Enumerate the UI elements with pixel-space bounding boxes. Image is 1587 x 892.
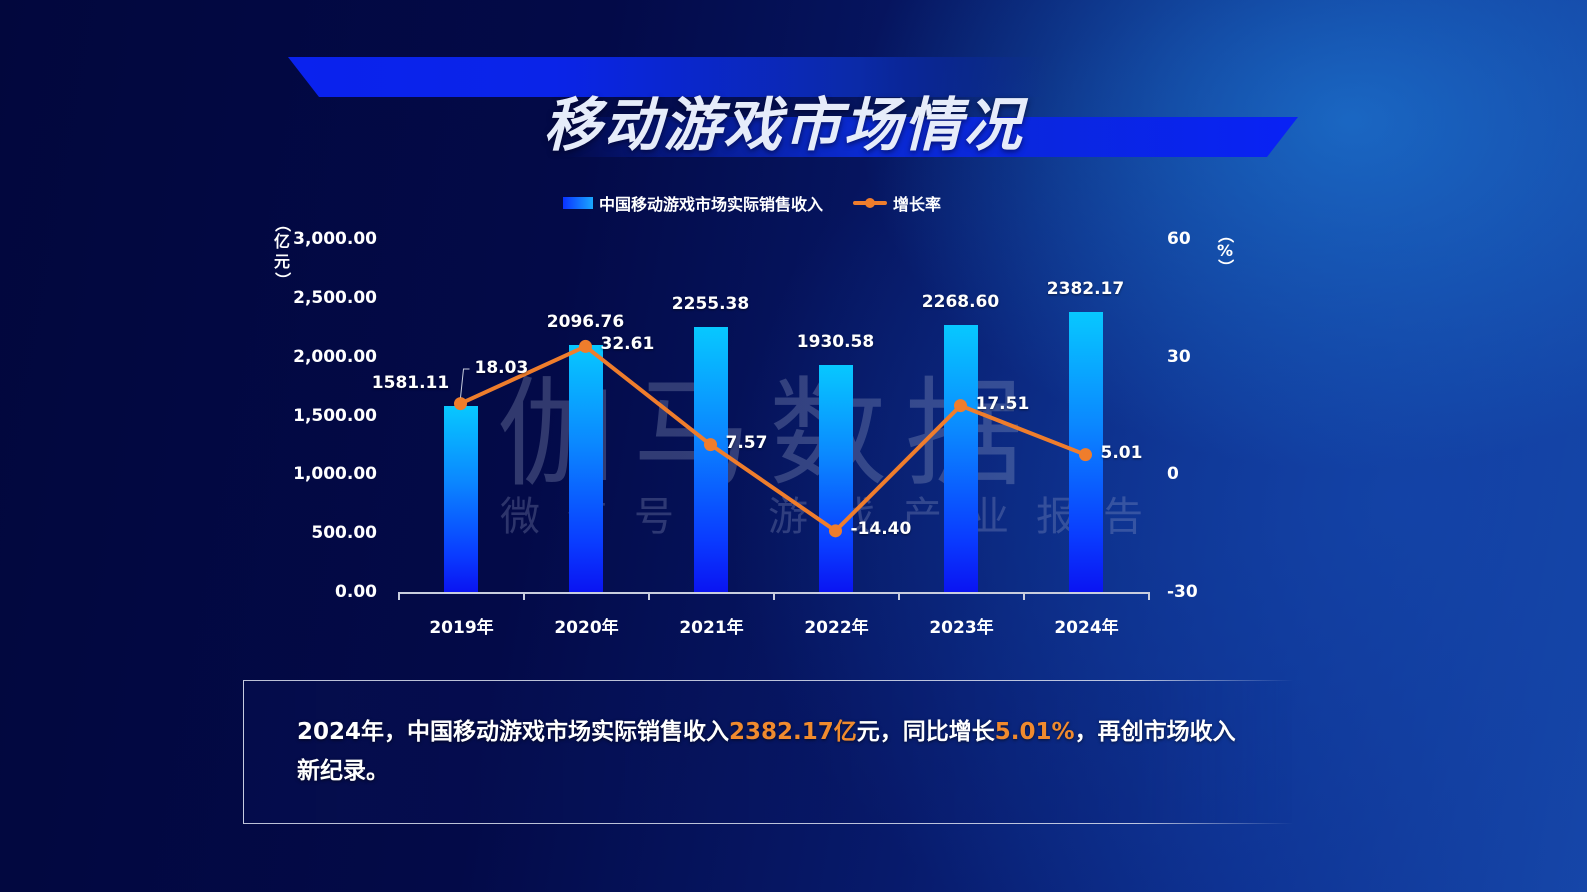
x-axis-label: 2021年: [679, 618, 744, 638]
growth-rate-label: 5.01: [1100, 442, 1143, 463]
legend-bar-label: 中国移动游戏市场实际销售收入: [599, 195, 824, 214]
left-axis-unit-char: 亿: [273, 232, 290, 251]
bar-2020年: [568, 345, 603, 592]
summary-revenue-highlight: 2382.17亿: [729, 719, 857, 745]
summary-growth-highlight: 5.01%: [994, 719, 1075, 745]
x-axis-label: 2024年: [1054, 618, 1119, 638]
summary-part3: ，再创市场收入新纪录。: [297, 719, 1236, 784]
left-axis-tick-label: 500.00: [311, 523, 377, 543]
bar-value-label: 2382.17: [1046, 278, 1125, 299]
x-axis-tick: [648, 592, 650, 600]
growth-rate-label: 17.51: [975, 393, 1030, 414]
growth-rate-label: 32.61: [600, 334, 655, 355]
bar-value-label: 2096.76: [546, 312, 625, 333]
x-axis-label: 2020年: [554, 618, 619, 638]
right-axis-unit-char: （: [1216, 226, 1235, 243]
x-axis-tick: [1023, 592, 1025, 600]
x-axis-label: 2023年: [929, 618, 994, 638]
x-axis-tick: [398, 592, 400, 600]
left-axis-unit-char: ）: [273, 271, 292, 288]
left-axis-tick-label: 3,000.00: [293, 229, 377, 249]
growth-rate-label: 7.57: [725, 432, 768, 453]
legend-bar-swatch-icon: [563, 197, 593, 209]
left-axis-tick-label: 2,500.00: [293, 288, 377, 308]
right-axis-unit-char: %: [1216, 241, 1234, 260]
right-axis-unit-char: ）: [1216, 258, 1235, 275]
bar-value-label: 2268.60: [921, 292, 1000, 313]
summary-box: [243, 680, 1294, 824]
right-axis-unit: （%）: [1215, 226, 1235, 275]
legend-line-label: 增长率: [893, 195, 942, 214]
x-axis-label: 2019年: [429, 618, 494, 638]
legend-line-marker-icon: [853, 198, 888, 208]
right-axis-tick-label: 60: [1167, 229, 1191, 249]
bar-2023年: [943, 325, 978, 592]
title-band-left: [288, 57, 1048, 97]
growth-rate-label: -14.40: [850, 518, 912, 539]
x-axis-tick: [1148, 592, 1150, 600]
x-axis-tick: [773, 592, 775, 600]
right-axis-tick-label: 30: [1167, 347, 1191, 367]
bar-2024年: [1068, 311, 1103, 592]
x-axis-tick: [898, 592, 900, 600]
right-axis-tick-label: -30: [1167, 582, 1198, 602]
growth-rate-label: 18.03: [474, 358, 529, 378]
bar-2021年: [693, 326, 728, 592]
x-axis-label: 2022年: [804, 618, 869, 638]
summary-part1: 2024年，中国移动游戏市场实际销售收入: [297, 719, 730, 745]
bar-2022年: [818, 364, 853, 592]
bar-2019年: [443, 405, 478, 592]
left-axis-tick-label: 0.00: [335, 582, 377, 602]
title-band-right: [560, 117, 1298, 157]
left-axis-unit: （亿元）: [272, 216, 292, 288]
left-axis-unit-char: 元: [273, 252, 290, 271]
summary-text: 2024年，中国移动游戏市场实际销售收入2382.17亿元，同比增长5.01%，…: [297, 713, 1237, 791]
chart-legend: 中国移动游戏市场实际销售收入 增长率: [563, 191, 941, 215]
left-axis-tick-label: 1,500.00: [293, 406, 377, 426]
right-axis-tick-label: 0: [1167, 464, 1179, 484]
left-axis-tick-label: 2,000.00: [293, 347, 377, 367]
left-axis-unit-char: （: [273, 215, 292, 232]
bar-value-label: 2255.38: [671, 293, 750, 314]
left-axis-tick-label: 1,000.00: [293, 464, 377, 484]
page-title: 移动游戏市场情况: [543, 91, 1024, 159]
bar-value-label: 1581.11: [371, 373, 450, 393]
x-axis-tick: [523, 592, 525, 600]
summary-part2: 元，同比增长: [856, 719, 995, 745]
growth-rate-polyline: [459, 344, 1087, 533]
bar-value-label: 1930.58: [796, 331, 875, 352]
